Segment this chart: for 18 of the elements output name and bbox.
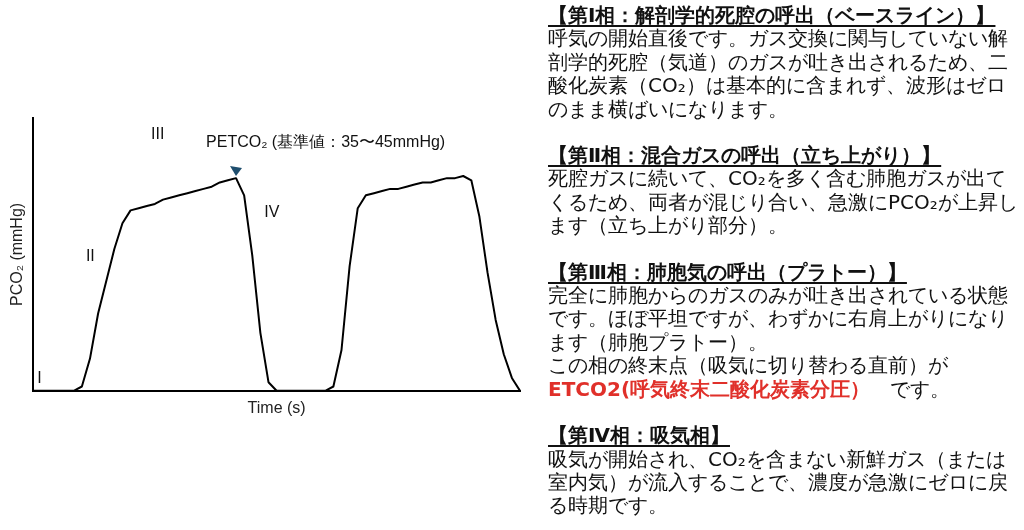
x-axis-title: Time (s) (247, 398, 306, 416)
text: 完全に肺胞からのガスのみが吐き出されている状態です。ほぼ平坦ですが、わずかに右肩上がりになります（肺胞プラトー）。 (548, 283, 1009, 355)
text: 【第Ⅲ相：肺胞気の呼出（プラトー）】 (548, 259, 908, 285)
text: 吸気が開始され、CO₂を含まない新鮮ガス（または室内気）が流入することで、濃度が急激にゼロに戻る時期です。 (548, 446, 1009, 518)
text: 呼気の開始直後です。ガス交換に関与していない解剖学的死腔（気道）のガスが吐き出されるため、二酸化炭素（CO₂）は基本的に含まれず、波形はゼロのまま横ばいになります。 (548, 26, 1009, 122)
y-axis-title: PCO₂ (mmHg) (8, 202, 26, 306)
annotation: I (37, 368, 42, 387)
text: ETCO2(呼気終末二酸化炭素分圧） (548, 376, 871, 401)
text: PETCO₂ (基準値：35〜45mmHg) (206, 132, 446, 153)
text: 【第Ⅳ相：吸気相】 (548, 423, 731, 448)
text: 【第Ⅰ相：解剖学的死腔の呼出（ベースライン）】 (548, 3, 997, 28)
text: です。 (889, 376, 951, 401)
text: 死腔ガスに続いて、CO₂を多く含む肺胞ガスが出てくるため、両者が混じり合い、急激にPCO₂が上昇します（立ち上がり部分）。 (548, 166, 1019, 238)
text: この相の終末点（吸気に切り替わる直前）が (548, 353, 949, 378)
text: III (151, 124, 165, 143)
text: 【第Ⅱ相：混合ガスの呼出（立ち上がり）】 (548, 143, 943, 168)
annotation: II (85, 246, 95, 265)
annotation: IV (264, 202, 280, 221)
